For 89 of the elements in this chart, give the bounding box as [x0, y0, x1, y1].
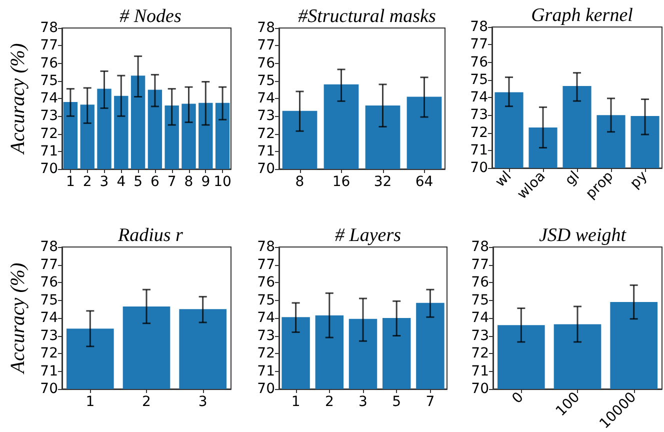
x-tick-label: 10	[214, 174, 232, 190]
chart-title: # Nodes	[120, 6, 182, 27]
x-tick-label: 9	[201, 174, 210, 190]
y-tick-label: 72	[40, 126, 58, 142]
y-tick-label: 73	[470, 107, 488, 124]
x-tick-label: py	[627, 168, 651, 192]
y-tick-label: 72	[470, 124, 488, 141]
x-tick-label: wl	[492, 168, 515, 190]
chart-title: #Structural masks	[298, 6, 436, 27]
x-tick-label: 16	[332, 174, 350, 190]
y-tick-label: 75	[40, 292, 58, 308]
y-tick-label: 73	[257, 108, 275, 124]
x-tick-label: 7	[167, 174, 176, 190]
y-tick-label: 70	[257, 161, 275, 177]
y-tick-label: 76	[257, 55, 276, 72]
y-tick-label: 78	[40, 239, 58, 255]
y-tick-label: 76	[40, 274, 58, 290]
y-tick-label: 75	[470, 72, 488, 88]
y-tick-label: 78	[257, 239, 275, 255]
x-tick-label: 6	[150, 174, 160, 190]
x-tick-label: 5	[392, 394, 402, 410]
y-tick-label: 76	[257, 274, 276, 290]
y-tick-label: 78	[257, 20, 275, 36]
x-tick-label: 1	[291, 394, 300, 410]
y-tick-label: 72	[471, 346, 489, 362]
y-tick-label: 73	[471, 328, 489, 344]
x-tick-label: gl	[562, 168, 583, 189]
x-tick-label: 2	[142, 394, 151, 410]
y-tick-label: 77	[40, 38, 58, 54]
y-tick-label: 70	[40, 161, 58, 177]
y-tick-label: 77	[470, 36, 488, 53]
chart-title: Radius r	[117, 225, 184, 246]
chart-title: Graph kernel	[531, 5, 633, 26]
y-tick-label: 72	[257, 346, 275, 362]
y-tick-label: 71	[257, 363, 275, 380]
x-tick-label: 0	[509, 389, 527, 407]
y-tick-label: 70	[470, 160, 488, 176]
x-tick-label: 100	[552, 389, 584, 420]
x-tick-label: 3	[198, 394, 208, 410]
y-tick-label: 71	[40, 143, 58, 160]
y-tick-label: 73	[40, 328, 58, 344]
x-tick-label: 3	[358, 394, 368, 410]
y-tick-label: 76	[471, 274, 490, 290]
y-tick-label: 70	[471, 381, 489, 397]
y-tick-label: 73	[257, 328, 275, 344]
y-tick-label: 75	[40, 72, 58, 89]
x-tick-label: 2	[82, 174, 92, 190]
y-tick-label: 77	[257, 38, 275, 54]
y-tick-label: 78	[470, 19, 488, 35]
y-tick-label: 70	[40, 381, 58, 397]
y-tick-label: 74	[40, 90, 58, 106]
y-tick-label: 77	[471, 256, 489, 273]
y-tick-label: 74	[257, 310, 276, 326]
y-axis-title: Accuracy (%)	[7, 262, 29, 376]
x-tick-label: 5	[134, 174, 143, 190]
y-tick-label: 72	[257, 126, 275, 142]
x-tick-label: 8	[184, 174, 194, 190]
y-tick-label: 74	[257, 90, 276, 106]
y-tick-label: 78	[40, 20, 58, 36]
y-tick-label: 77	[257, 256, 275, 273]
y-tick-label: 74	[471, 310, 490, 326]
x-tick-label: 8	[295, 174, 304, 190]
y-axis-title: Accuracy (%)	[7, 42, 29, 156]
x-tick-label: 1	[66, 174, 75, 190]
x-tick-label: 4	[116, 174, 126, 190]
y-tick-label: 71	[257, 143, 275, 160]
y-tick-label: 76	[40, 55, 58, 72]
x-tick-label: 64	[415, 174, 434, 190]
chart-title: # Layers	[335, 225, 401, 246]
y-tick-label: 78	[471, 239, 489, 255]
x-tick-label: 7	[426, 394, 435, 410]
y-tick-label: 74	[40, 310, 58, 326]
y-tick-label: 70	[257, 381, 275, 397]
y-tick-label: 71	[40, 363, 58, 380]
y-tick-label: 76	[470, 54, 488, 70]
y-tick-label: 74	[470, 90, 488, 106]
chart-title: JSD weight	[538, 225, 627, 246]
y-tick-label: 77	[40, 256, 58, 273]
y-tick-label: 72	[40, 346, 58, 362]
y-tick-label: 71	[471, 363, 489, 380]
x-tick-label: 32	[374, 174, 392, 190]
y-tick-label: 73	[40, 108, 58, 124]
x-tick-label: 1	[86, 394, 95, 410]
x-tick-label: 3	[100, 174, 109, 190]
y-tick-label: 75	[471, 292, 489, 308]
y-tick-label: 71	[470, 142, 488, 158]
x-tick-label: 2	[324, 394, 334, 410]
y-tick-label: 75	[257, 72, 275, 89]
y-tick-label: 75	[257, 292, 275, 308]
